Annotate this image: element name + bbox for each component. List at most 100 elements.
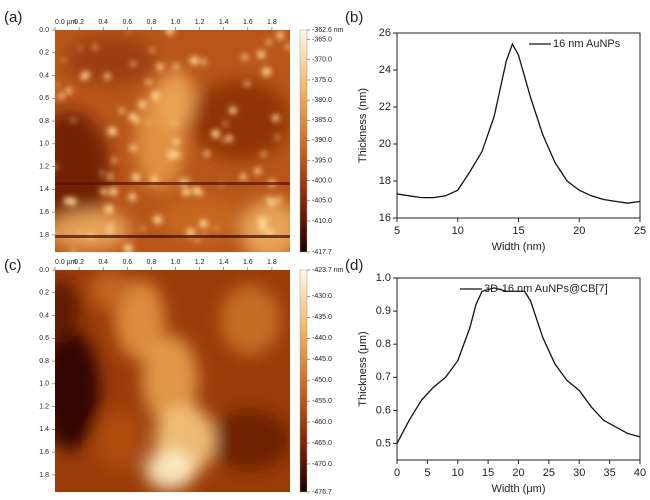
colorbar-tick-label: -450.0	[312, 377, 332, 384]
y-tick-label: 0.0	[39, 27, 49, 34]
y-axis-title: Thickness (nm)	[357, 88, 369, 163]
x-tick-label: 1.2	[195, 19, 205, 26]
x-tick-label: 1.8	[267, 19, 277, 26]
y-tick-label: 0.6	[376, 404, 391, 416]
y-tick-label: 0.8	[39, 118, 49, 125]
colorbar-tick-label: -423.7 nm	[312, 267, 344, 274]
afm-particle	[285, 43, 290, 50]
colorbar-tick-label: -445.0	[312, 356, 332, 363]
y-tick-label: 1.8	[39, 232, 49, 239]
x-tick-label: 1.4	[219, 19, 229, 26]
y-tick-label: 0.7	[376, 371, 391, 383]
plot-frame	[396, 32, 641, 219]
afm-streak	[55, 182, 290, 185]
y-tick-label: 0.6	[39, 95, 49, 102]
y-tick-label: 24	[379, 64, 391, 76]
x-tick-label: 0.0 µm	[55, 259, 77, 266]
legend-label: 3D-16 nm AuNPs@CB[7]	[484, 283, 608, 295]
afm-region	[95, 410, 145, 470]
afm-particle	[223, 121, 228, 126]
afm-particle	[257, 50, 266, 59]
x-tick-label: 1.4	[219, 259, 229, 266]
afm-particle	[104, 73, 111, 80]
x-tick-label: 1.2	[195, 259, 205, 266]
x-tick-label: 0.8	[147, 19, 157, 26]
y-tick-label: 18	[379, 175, 391, 187]
colorbar-tick-label: -435.0	[312, 314, 332, 321]
afm-particle	[167, 152, 175, 160]
x-tick-label: 0	[394, 467, 400, 479]
afm-region	[220, 285, 280, 355]
x-axis-title: Width (μm)	[491, 483, 545, 495]
y-tick-label: 0.2	[39, 290, 49, 297]
y-tick-label: 20	[379, 138, 391, 150]
afm-particle	[109, 187, 118, 196]
afm-particle	[195, 237, 200, 243]
afm-particle	[240, 173, 247, 181]
y-tick-label: 0.5	[376, 437, 391, 449]
afm-region	[145, 450, 195, 490]
afm-particle	[55, 164, 58, 170]
afm-particle	[262, 67, 271, 77]
afm-particle	[276, 31, 285, 40]
x-tick-label: 10	[452, 467, 464, 479]
afm-region	[210, 410, 290, 470]
afm-region	[55, 210, 130, 250]
afm-region	[190, 80, 290, 160]
y-tick-label: 0.9	[376, 305, 391, 317]
afm-particle	[254, 167, 262, 175]
afm-particle	[149, 48, 155, 53]
afm-particle	[68, 197, 77, 206]
colorbar-tick-label: -405.0	[312, 198, 332, 205]
afm-particle	[258, 223, 268, 232]
y-tick-label: 1.0	[39, 381, 49, 388]
afm-particle	[118, 108, 125, 114]
afm-particle	[100, 188, 106, 193]
y-tick-label: 1.0	[376, 272, 391, 284]
colorbar-tick-label: -390.0	[312, 137, 332, 144]
x-tick-label: 35	[604, 467, 616, 479]
afm-particle	[266, 228, 274, 236]
afm-particle	[92, 45, 98, 50]
y-tick-label: 1.2	[39, 163, 49, 170]
data-line	[396, 42, 641, 204]
afm-particle	[186, 228, 195, 237]
afm-particle	[108, 223, 114, 229]
x-tick-label: 30	[573, 467, 585, 479]
x-tick-label: 1.0	[171, 259, 181, 266]
afm-particle	[111, 157, 117, 163]
afm-particle	[130, 61, 136, 67]
afm-particle	[80, 73, 88, 80]
y-tick-label: 22	[379, 101, 391, 113]
x-tick-label: 0.6	[122, 19, 132, 26]
afm-particle	[275, 134, 280, 140]
x-axis-title: Width (nm)	[492, 241, 546, 253]
panel-label: (d)	[345, 257, 363, 274]
y-tick-label: 1.4	[39, 426, 49, 433]
afm-particle	[79, 232, 83, 236]
x-tick-label: 0.2	[74, 19, 84, 26]
afm-particle	[200, 59, 207, 65]
afm-particle	[107, 173, 114, 180]
afm-particle	[150, 175, 159, 184]
y-tick-label: 1.2	[39, 403, 49, 410]
afm-particle	[99, 171, 104, 176]
x-tick-label: 15	[482, 467, 494, 479]
colorbar-tick-label: -440.0	[312, 335, 332, 342]
x-tick-label: 0.4	[98, 19, 108, 26]
afm-region	[155, 70, 195, 130]
afm-particle	[174, 151, 181, 158]
y-tick-label: 0.2	[39, 50, 49, 57]
afm-particle	[128, 193, 137, 201]
x-tick-label: 0.4	[98, 259, 108, 266]
afm-particle	[127, 30, 131, 33]
afm-region	[115, 280, 165, 360]
x-tick-label: 1.0	[171, 19, 181, 26]
afm-particle	[61, 58, 66, 62]
afm-particle	[133, 117, 140, 124]
x-tick-label: 40	[634, 467, 646, 479]
x-tick-label: 1.8	[267, 259, 277, 266]
y-axis-title: Thickness (μm)	[357, 331, 369, 406]
afm-image	[55, 270, 290, 492]
data-line	[396, 287, 641, 444]
